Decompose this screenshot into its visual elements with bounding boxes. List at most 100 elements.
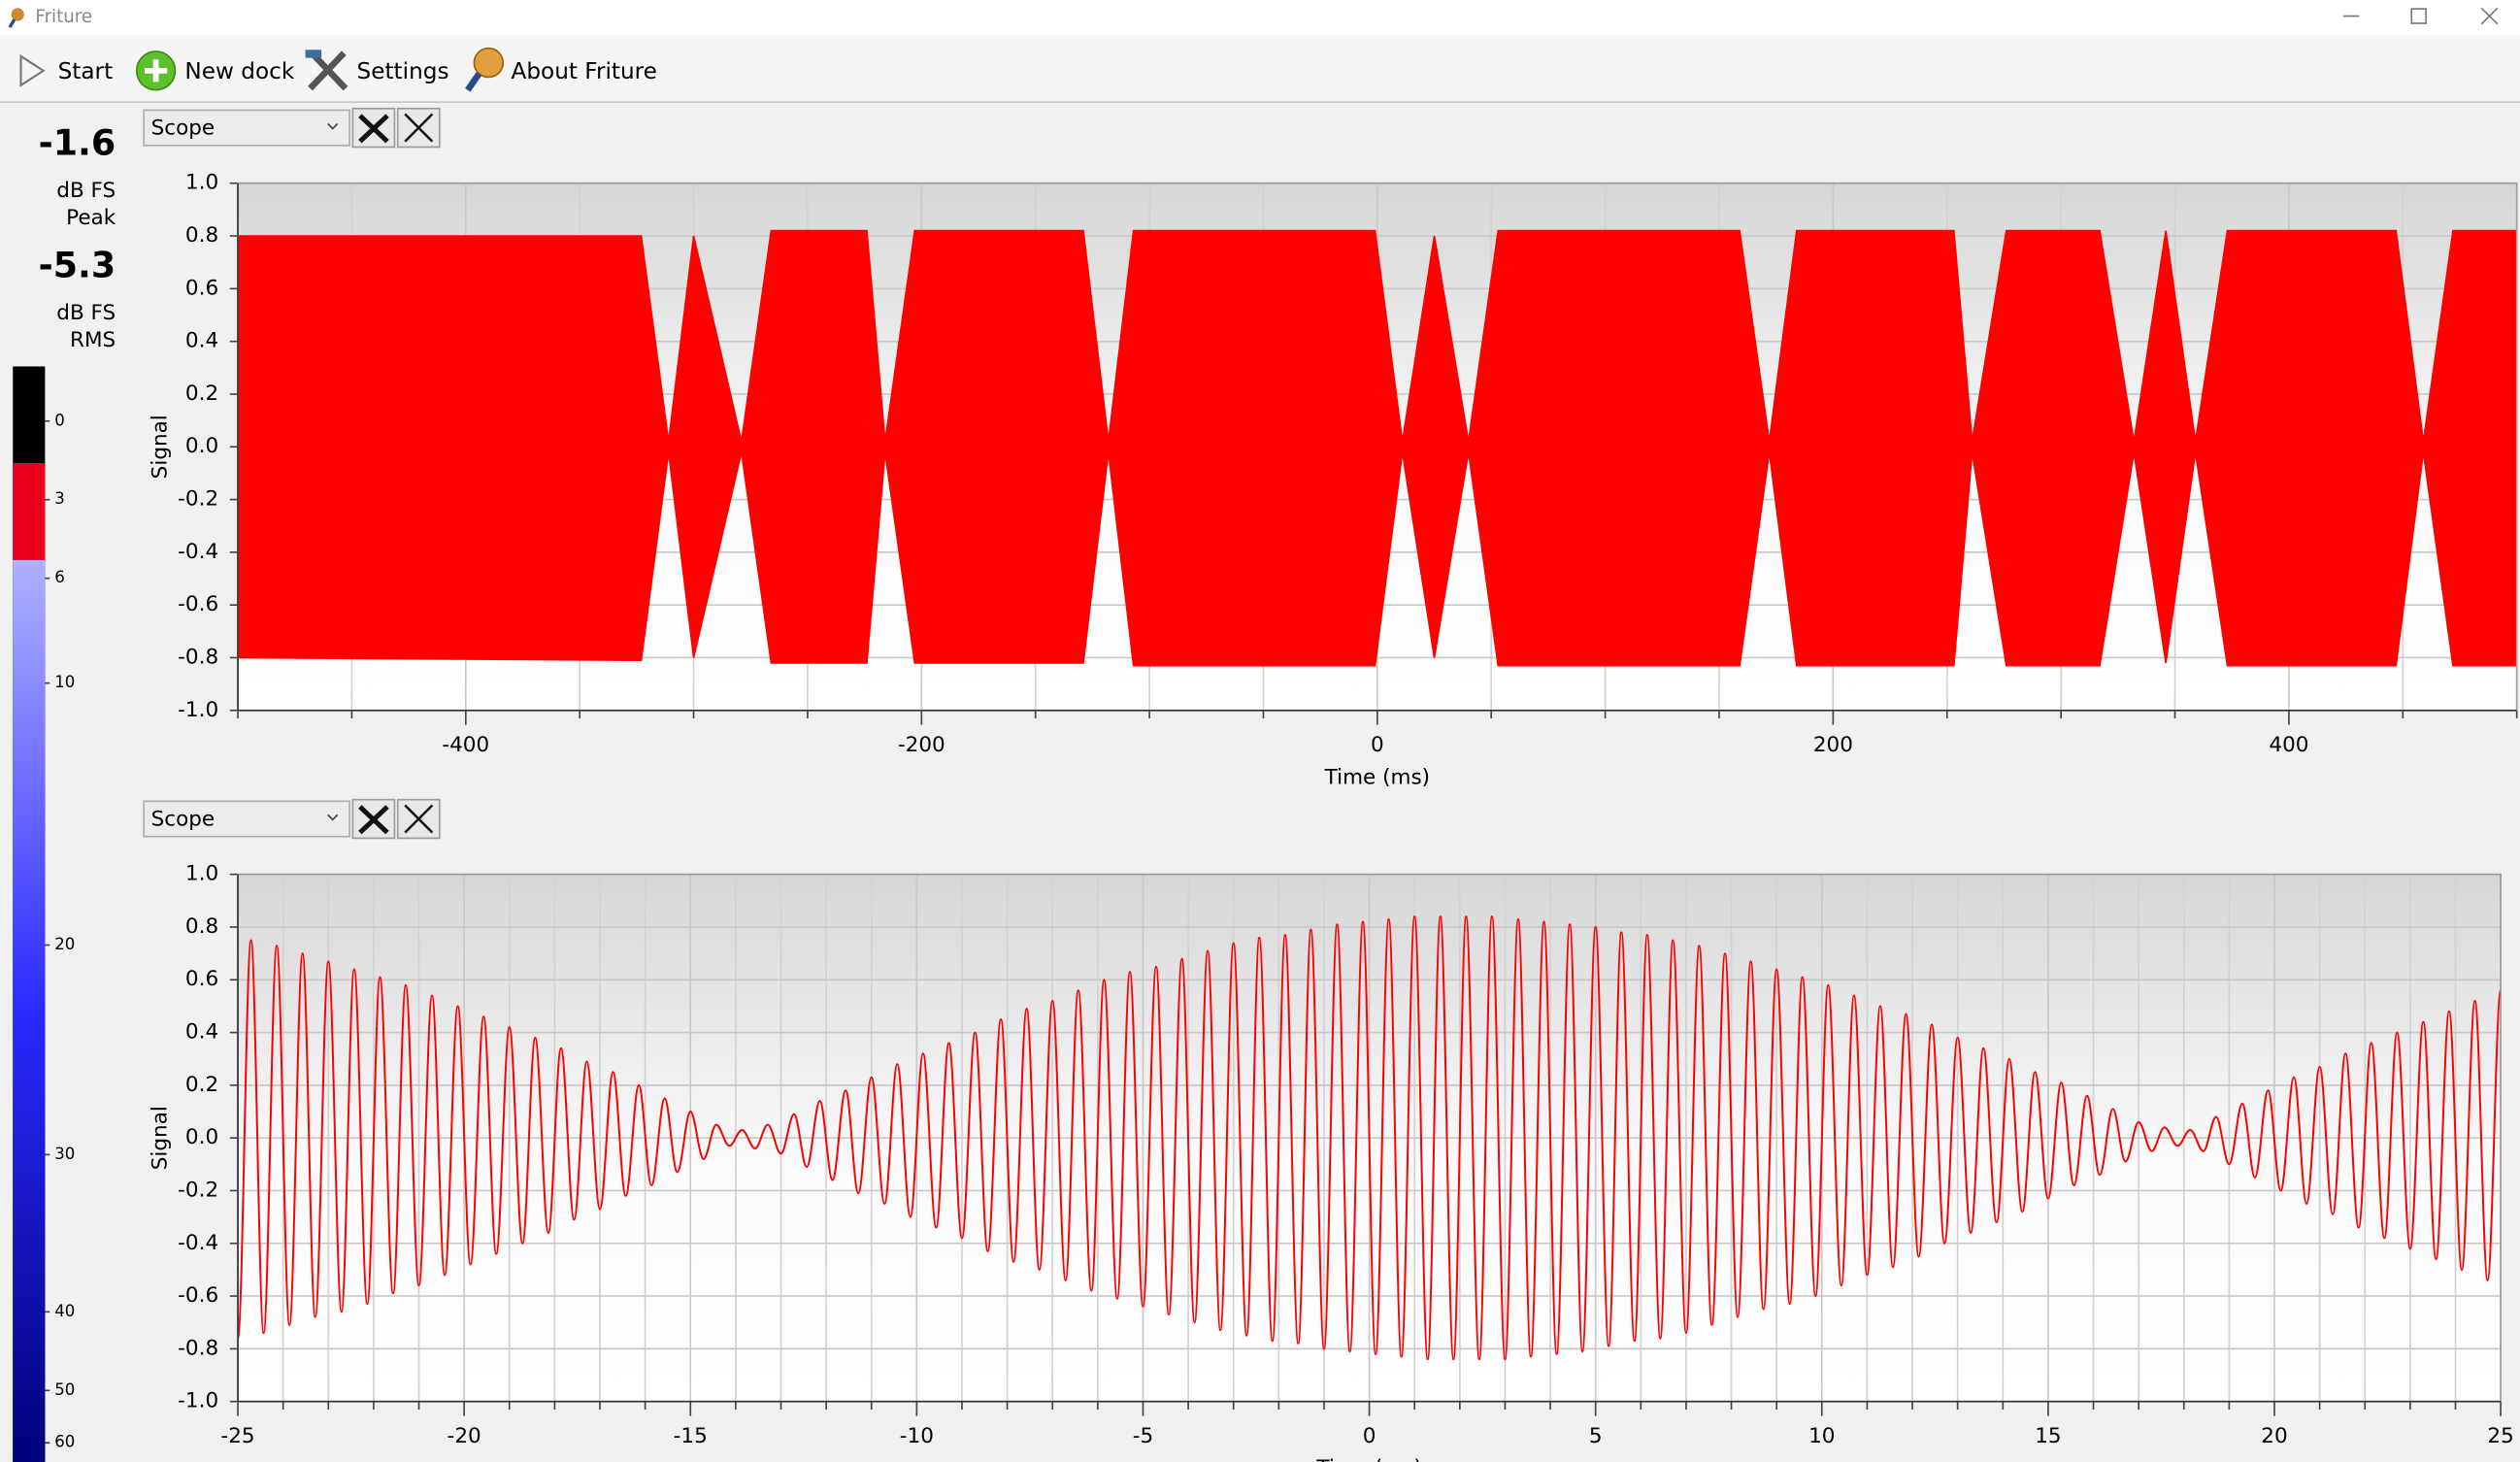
combo-arrow	[327, 122, 339, 130]
settings-button[interactable]: Settings	[305, 50, 449, 91]
plot-data	[238, 229, 2517, 667]
y-tick-label: 0.2	[185, 1073, 218, 1097]
x-tick-label: -25	[220, 1424, 254, 1448]
app-icon	[11, 8, 24, 21]
y-tick-label: -0.4	[178, 540, 218, 564]
x-tick-label: 0	[1363, 1424, 1376, 1448]
rms-label: RMS	[70, 328, 116, 352]
combo-arrow	[327, 814, 339, 821]
y-tick-label: -0.8	[178, 1336, 218, 1360]
about-icon	[465, 72, 482, 92]
close-window-button[interactable]	[2480, 7, 2499, 25]
dock-settings-button[interactable]	[351, 107, 396, 149]
close-icon	[404, 804, 434, 834]
x-axis-label: Time (ms)	[1315, 1456, 1421, 1462]
meter-tick-label: 20	[54, 935, 75, 953]
play-icon	[19, 53, 46, 87]
meter-tick-label: 60	[54, 1433, 75, 1451]
toolbar-label: Start	[58, 58, 114, 84]
y-tick-label: 1.0	[185, 862, 218, 886]
y-axis-label: Signal	[149, 1106, 173, 1170]
tools-icon	[305, 50, 322, 58]
meter-tick-label: 3	[54, 489, 65, 508]
toolbar-label: About Friture	[511, 58, 656, 84]
x-tick-label: -200	[898, 733, 945, 757]
toolbar-label: New dock	[184, 58, 294, 84]
dock-close-button[interactable]	[396, 798, 441, 840]
meter-tick-label: 0	[54, 411, 65, 429]
rms-level	[13, 559, 46, 1462]
x-tick-label: -5	[1133, 1424, 1153, 1448]
y-tick-label: -0.4	[178, 1231, 218, 1255]
y-tick-label: -0.8	[178, 645, 218, 669]
y-tick-label: 0.6	[185, 967, 218, 991]
dock-selector[interactable]: Scope	[143, 800, 350, 838]
y-tick-label: 0.8	[185, 914, 218, 939]
y-tick-label: 1.0	[185, 171, 218, 195]
rms-value: -5.3	[39, 244, 116, 285]
new-dock-button[interactable]: New dock	[135, 50, 295, 91]
tools-icon	[358, 805, 389, 835]
x-tick-label: -400	[442, 733, 489, 757]
x-tick-label: 400	[2269, 733, 2308, 757]
meter-tick-label: 30	[54, 1145, 75, 1163]
x-tick-label: 0	[1371, 733, 1384, 757]
x-tick-label: 200	[1813, 733, 1853, 757]
about-icon	[473, 47, 505, 79]
signal-area	[238, 446, 2517, 667]
y-tick-label: 0.0	[185, 1125, 218, 1149]
y-tick-label: -0.2	[178, 487, 218, 512]
y-tick-label: 0.4	[185, 329, 218, 353]
signal-line	[238, 915, 2502, 1361]
start-button[interactable]: Start	[19, 53, 114, 87]
x-tick-label: 15	[2035, 1424, 2061, 1448]
window-title: Friture	[35, 7, 92, 27]
y-tick-label: 0.8	[185, 223, 218, 248]
combo-text: Scope	[151, 807, 216, 831]
toolbar	[0, 35, 2520, 102]
y-tick-label: 0.4	[185, 1020, 218, 1045]
meter-tick-label: 10	[54, 673, 75, 691]
plus-icon	[145, 59, 168, 83]
x-tick-label: 5	[1589, 1424, 1603, 1448]
y-tick-label: -0.6	[178, 1283, 218, 1308]
peak-level	[13, 462, 46, 560]
about-button[interactable]: About Friture	[465, 47, 657, 92]
signal-area	[238, 229, 2517, 449]
combo-text: Scope	[151, 116, 216, 140]
plot-data	[238, 915, 2502, 1361]
x-tick-label: 25	[2487, 1424, 2513, 1448]
y-tick-label: -1.0	[178, 698, 218, 722]
dock-close-button[interactable]	[396, 107, 441, 149]
meter-tick-label: 40	[54, 1302, 75, 1320]
peak-unit: dB FS	[56, 179, 116, 203]
rms-unit: dB FS	[56, 301, 116, 325]
y-tick-label: 0.0	[185, 434, 218, 458]
y-tick-label: -0.6	[178, 592, 218, 616]
x-tick-label: -20	[448, 1424, 481, 1448]
close-icon	[404, 113, 434, 143]
dock-selector[interactable]: Scope	[143, 109, 350, 147]
x-tick-label: -15	[674, 1424, 708, 1448]
combo-box	[143, 109, 350, 147]
peak-value: -1.6	[39, 122, 116, 164]
meter-tick-label: 6	[54, 568, 65, 586]
meter-tick-label: 50	[54, 1380, 75, 1399]
y-tick-label: -1.0	[178, 1389, 218, 1413]
title-bar	[0, 0, 2520, 36]
y-axis-label: Signal	[149, 415, 173, 479]
peak-label: Peak	[66, 206, 116, 230]
x-tick-label: 20	[2261, 1424, 2287, 1448]
maximize-button[interactable]	[2410, 8, 2427, 24]
toolbar-label: Settings	[357, 58, 449, 84]
tools-icon	[308, 50, 348, 91]
x-tick-label: -10	[900, 1424, 934, 1448]
dock-settings-button[interactable]	[351, 798, 396, 840]
x-tick-label: 10	[1808, 1424, 1835, 1448]
y-tick-label: 0.6	[185, 276, 218, 300]
app-icon	[8, 18, 17, 28]
combo-box	[143, 800, 350, 838]
